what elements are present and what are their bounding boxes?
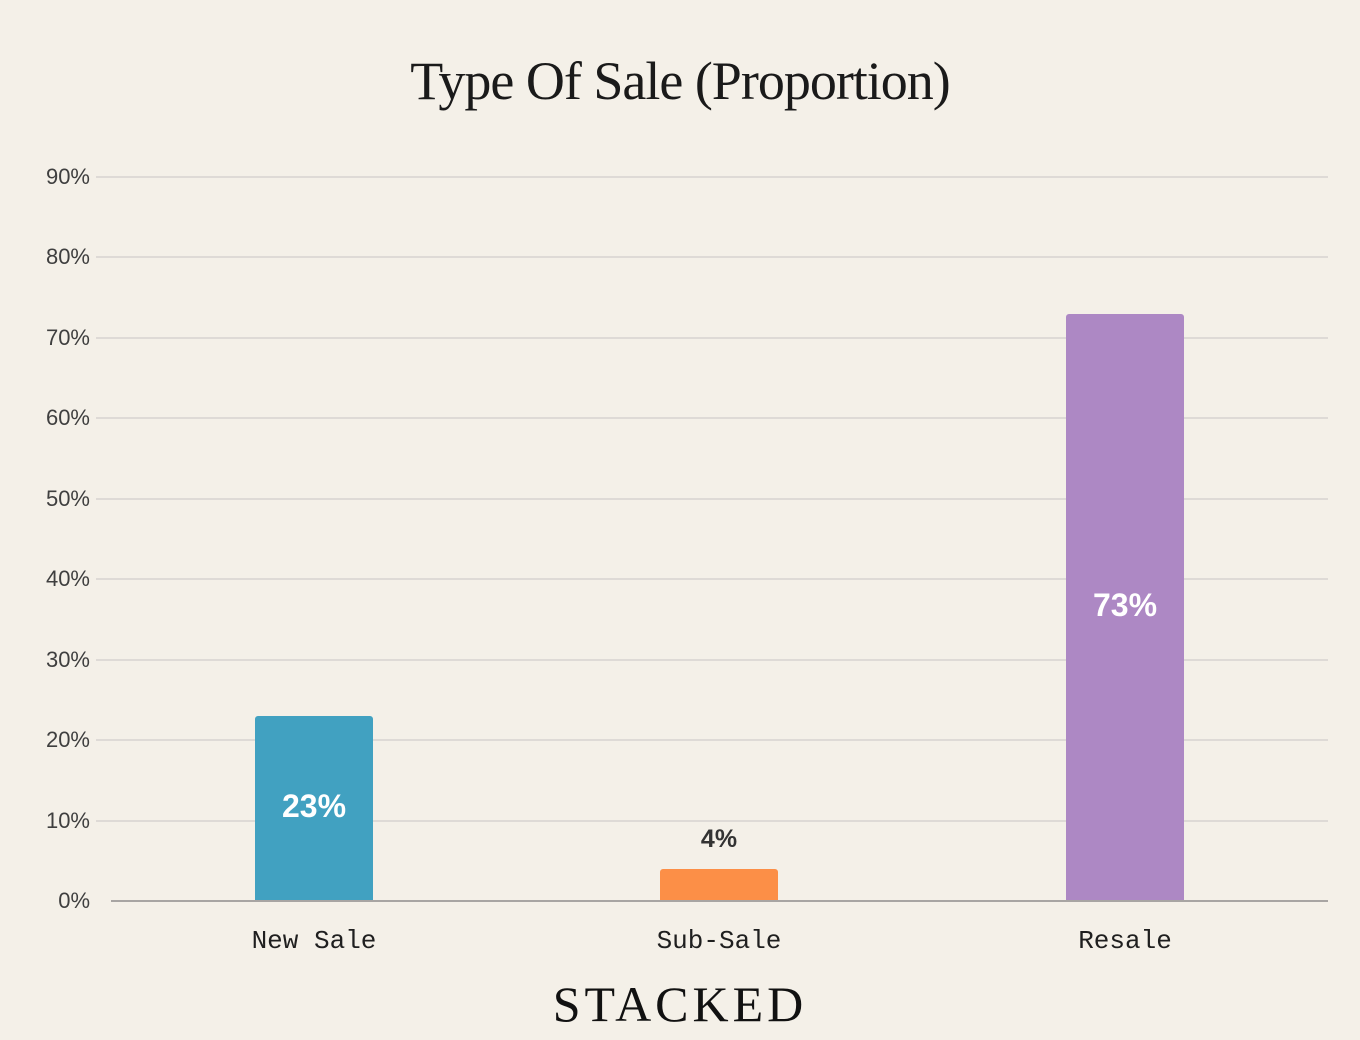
gridline — [96, 256, 1328, 259]
gridline — [96, 497, 1328, 500]
y-tick-label: 50% — [45, 485, 90, 511]
bar-resale — [1066, 313, 1184, 901]
y-tick-label: 80% — [45, 244, 90, 270]
gridline — [96, 819, 1328, 822]
y-tick-label: 20% — [45, 727, 90, 753]
x-tick-label: New Sale — [251, 926, 377, 956]
data-label: 4% — [700, 824, 738, 853]
bar-new-sale — [255, 715, 373, 901]
gridline — [96, 176, 1328, 178]
gridline — [96, 578, 1328, 581]
x-axis-line — [111, 900, 1328, 902]
gridline — [96, 658, 1328, 661]
bar-sub-sale — [660, 868, 778, 901]
y-tick-label: 90% — [45, 164, 90, 189]
x-tick-label: Sub-Sale — [656, 926, 782, 956]
gridline — [96, 417, 1328, 420]
stacked-logo: STACKED — [552, 976, 808, 1032]
gridline — [96, 739, 1328, 742]
gridline — [96, 336, 1328, 339]
chart-title: Type Of Sale (Proportion) — [410, 51, 951, 111]
y-tick-label: 0% — [58, 888, 90, 913]
y-tick-label: 70% — [45, 324, 90, 350]
y-tick-label: 40% — [45, 566, 90, 592]
y-tick-label: 10% — [45, 807, 90, 833]
x-tick-label: Resale — [1078, 926, 1172, 956]
y-tick-label: 60% — [45, 405, 90, 431]
data-label: 23% — [281, 788, 347, 825]
y-tick-label: 30% — [45, 646, 90, 672]
data-label: 73% — [1092, 587, 1158, 624]
